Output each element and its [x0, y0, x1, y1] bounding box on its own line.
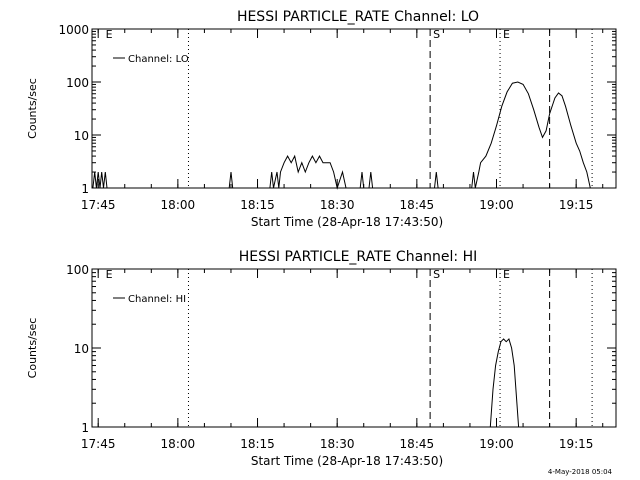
y-tick-label: 100 [66, 76, 89, 90]
marker-label: S [433, 28, 440, 41]
series-line [489, 338, 520, 428]
series-line [92, 81, 591, 190]
marker-label: E [106, 28, 113, 41]
x-tick-label: 18:30 [320, 437, 355, 451]
footer-timestamp: 4-May-2018 05:04 [548, 468, 613, 476]
x-tick-label: 18:45 [400, 437, 435, 451]
x-tick-label: 19:15 [559, 437, 594, 451]
x-tick-label: 18:00 [161, 437, 196, 451]
x-tick-label: 18:00 [161, 198, 196, 212]
x-tick-label: 18:30 [320, 198, 355, 212]
x-tick-label: 19:15 [559, 198, 594, 212]
x-axis-label: Start Time (28-Apr-18 17:43:50) [251, 454, 443, 468]
marker-label: E [106, 268, 113, 281]
y-tick-label: 100 [66, 263, 89, 277]
y-tick-label: 1000 [58, 23, 89, 37]
x-tick-label: 19:00 [479, 437, 514, 451]
panel-lo: HESSI PARTICLE_RATE Channel: LO Counts/se… [26, 9, 617, 229]
chart-title: HESSI PARTICLE_RATE Channel: HI [239, 249, 477, 265]
marker-label: E [503, 28, 510, 41]
y-tick-label: 1 [81, 421, 89, 435]
marker-label: S [433, 268, 440, 281]
plot-frame [91, 28, 617, 189]
y-tick-label: 10 [74, 342, 89, 356]
x-tick-label: 19:00 [479, 198, 514, 212]
y-tick-label: 10 [74, 129, 89, 143]
plot-frame [91, 268, 617, 428]
x-tick-label: 17:45 [81, 198, 116, 212]
y-axis-label: Counts/sec [26, 318, 39, 379]
marker-label: E [503, 268, 510, 281]
x-tick-label: 18:15 [240, 437, 275, 451]
legend-label: Channel: LO [128, 54, 189, 65]
y-tick-label: 1 [81, 182, 89, 196]
legend-label: Channel: HI [128, 294, 186, 305]
chart-title: HESSI PARTICLE_RATE Channel: LO [237, 9, 479, 25]
x-tick-label: 18:45 [400, 198, 435, 212]
y-axis-label: Counts/sec [26, 78, 39, 139]
panel-hi: HESSI PARTICLE_RATE Channel: HI Counts/se… [26, 249, 617, 468]
x-tick-label: 17:45 [81, 437, 116, 451]
x-axis-label: Start Time (28-Apr-18 17:43:50) [251, 215, 443, 229]
x-tick-label: 18:15 [240, 198, 275, 212]
